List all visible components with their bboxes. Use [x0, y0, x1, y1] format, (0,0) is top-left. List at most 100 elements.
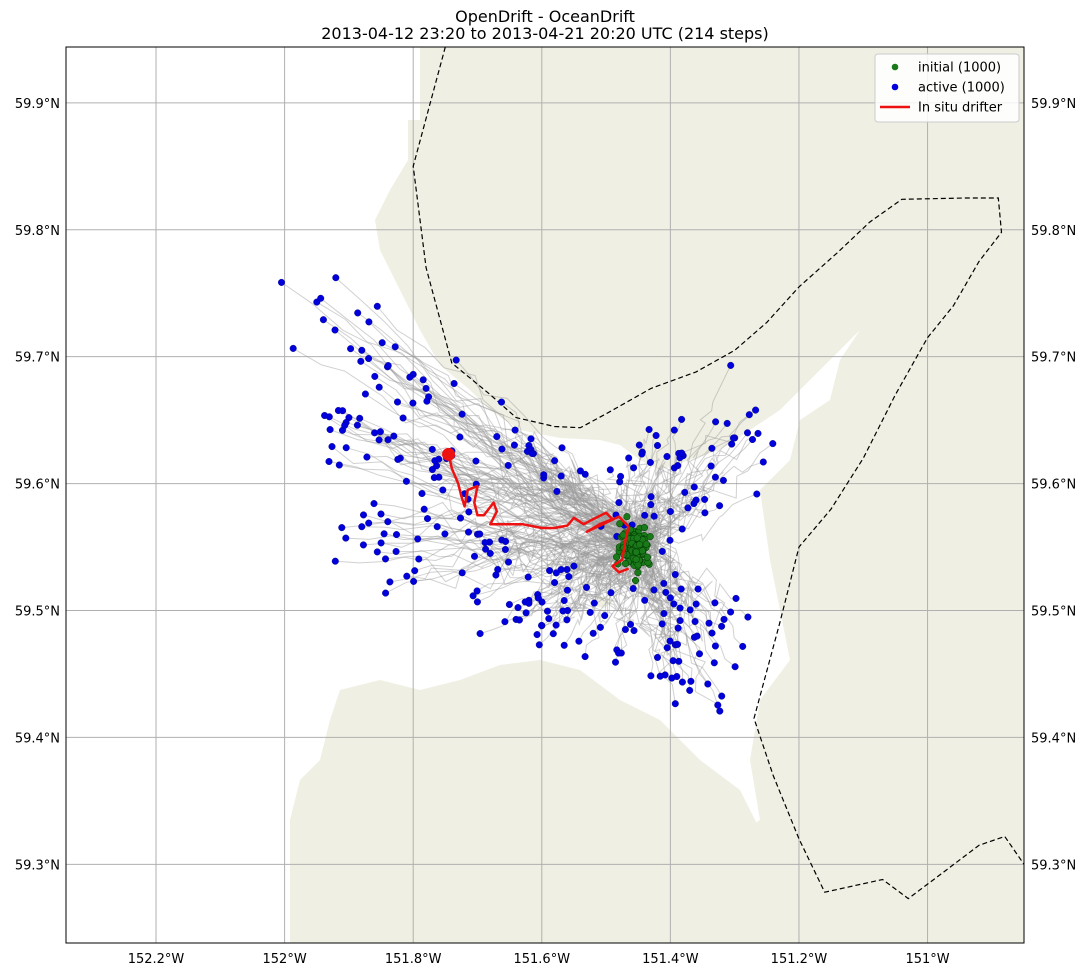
active-particle — [524, 573, 532, 581]
trajectory-line — [556, 540, 628, 575]
trajectory-line — [378, 386, 642, 533]
active-particle — [415, 555, 423, 563]
active-particle — [328, 443, 336, 451]
trajectory-line — [381, 342, 649, 538]
trajectory-line — [629, 558, 736, 668]
active-particle — [371, 372, 379, 380]
active-particle — [744, 613, 752, 621]
active-particle — [607, 589, 615, 597]
active-particles — [278, 274, 777, 715]
active-particle — [423, 397, 431, 405]
land-southwest — [290, 660, 760, 943]
trajectory-line — [451, 455, 646, 522]
active-particle — [759, 458, 767, 466]
trajectory-line — [422, 379, 633, 538]
trajectory-line — [538, 552, 644, 646]
trajectory-line — [380, 431, 629, 544]
active-particle — [546, 567, 554, 575]
active-particle — [723, 419, 731, 427]
active-particle — [739, 642, 747, 650]
trajectory-line — [649, 421, 717, 538]
active-particle — [510, 441, 518, 449]
active-particle — [473, 587, 481, 595]
active-particle — [319, 316, 327, 324]
trajectory-line — [631, 435, 661, 535]
trajectory-line — [344, 424, 625, 563]
active-particle — [373, 548, 381, 556]
active-particle — [402, 477, 410, 485]
active-particle — [656, 672, 664, 680]
x-tick-label: 152.2°W — [128, 952, 185, 967]
legend-label: In situ drifter — [918, 101, 1003, 116]
trajectory-line — [598, 512, 615, 539]
trajectory-line — [432, 448, 645, 552]
plot-area — [66, 47, 1024, 943]
trajectory-line — [292, 347, 628, 543]
active-particle — [341, 421, 349, 429]
active-particle — [386, 578, 394, 586]
active-particle — [563, 616, 571, 624]
active-particle — [522, 609, 530, 617]
active-particle — [380, 530, 388, 538]
active-particle — [399, 414, 407, 422]
initial-particle — [646, 533, 654, 541]
initial-particle — [633, 534, 641, 542]
active-particle — [752, 406, 760, 414]
active-particle — [338, 524, 346, 532]
trajectory-line — [645, 365, 732, 550]
trajectory-line — [528, 445, 629, 545]
land-east-coast — [375, 47, 1024, 943]
trajectory-line — [396, 534, 640, 557]
active-particle — [701, 509, 709, 517]
active-particle — [565, 573, 573, 581]
active-particle — [684, 504, 692, 512]
trajectory-line — [387, 366, 630, 543]
active-particle — [601, 612, 609, 620]
active-particle — [360, 511, 368, 519]
active-particle — [745, 411, 753, 419]
active-particle — [711, 473, 719, 481]
active-particle — [505, 558, 513, 566]
trajectory-line — [412, 374, 635, 553]
initial-particle — [636, 540, 644, 549]
active-particle — [373, 302, 381, 310]
active-particle — [711, 599, 719, 607]
trajectory-line — [464, 493, 632, 557]
trajectory-line — [413, 542, 644, 589]
active-particle — [356, 414, 364, 422]
active-particle — [563, 566, 571, 574]
active-particle — [326, 426, 334, 434]
trajectory-line — [345, 422, 638, 556]
trajectory-line — [459, 436, 638, 529]
initial-particle — [642, 540, 650, 548]
active-particle — [749, 436, 757, 444]
trajectory-line — [357, 424, 651, 525]
trajectory-line — [323, 319, 644, 548]
active-particle — [557, 566, 565, 574]
active-particle — [676, 617, 684, 625]
active-particle — [586, 608, 594, 616]
trajectory-line — [374, 432, 642, 537]
active-particle — [325, 458, 333, 466]
active-particle — [382, 589, 390, 597]
x-tick-labels: 152.2°W 152°W 151.8°W 151.6°W 151.4°W 151.2°W… — [128, 952, 950, 967]
y-tick-label-right: 59.5°N — [1031, 604, 1076, 619]
active-particle — [668, 674, 676, 682]
trajectory-line — [335, 277, 637, 565]
active-particle — [647, 493, 655, 501]
active-particle — [769, 440, 777, 448]
in-situ-drifter — [442, 447, 630, 574]
chart-title: OpenDrift - OceanDrift — [455, 7, 635, 26]
trajectory-line — [406, 480, 640, 570]
active-particle — [430, 474, 438, 482]
legend-label: initial (1000) — [918, 61, 1001, 76]
active-particle — [545, 615, 553, 623]
y-tick-label-right: 59.3°N — [1031, 858, 1076, 873]
trajectory-line — [653, 536, 749, 618]
active-particle — [501, 546, 509, 554]
active-particle — [560, 641, 568, 649]
active-particle — [394, 398, 402, 406]
trajectory-line — [525, 547, 624, 614]
active-particle — [471, 552, 479, 560]
active-particle — [540, 471, 548, 479]
